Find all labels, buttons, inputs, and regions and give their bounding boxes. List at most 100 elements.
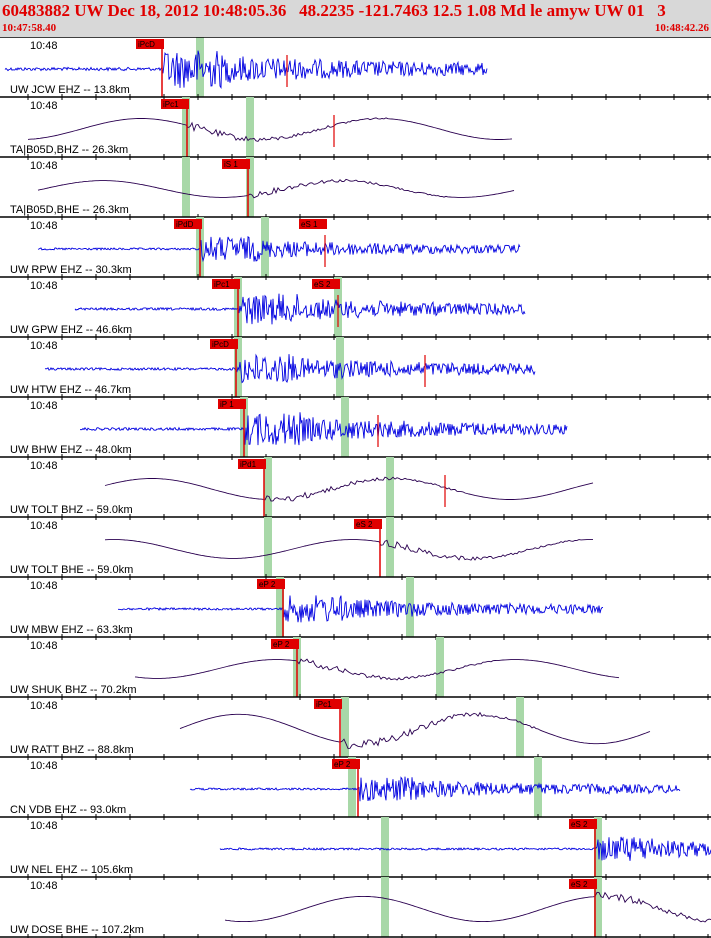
- pick-label: eS 2: [314, 280, 331, 289]
- row-time-label: 10:48: [30, 40, 58, 52]
- trace-row[interactable]: eS 2 10:48 UW DOSE BHE -- 107.2km: [0, 877, 711, 938]
- pick-flag[interactable]: [271, 639, 299, 649]
- pick-label: iPc1: [316, 700, 332, 709]
- station-label: UW TOLT BHE -- 59.0km: [10, 564, 133, 576]
- pick-flag[interactable]: [222, 159, 250, 169]
- station-label: UW MBW EHZ -- 63.3km: [10, 624, 133, 636]
- waveform-trace: [104, 476, 594, 502]
- trace-row[interactable]: iS 1 10:48 TA|B05D,BHE -- 26.3km: [0, 157, 711, 220]
- arrival-band: [264, 517, 272, 577]
- waveform-trace: [37, 178, 515, 199]
- arrival-band: [516, 697, 524, 757]
- arrival-band: [182, 97, 190, 157]
- waveform-trace: [219, 836, 711, 861]
- row-time-label: 10:48: [30, 580, 58, 592]
- pick-label: iPdD: [176, 220, 194, 229]
- pick-label: eS 1: [301, 220, 318, 229]
- waveform-trace: [37, 235, 521, 263]
- trace-row[interactable]: iPc1 10:48 UW RATT BHZ -- 88.8km: [0, 697, 711, 760]
- pick-label: iS 1: [224, 160, 238, 169]
- pick-flag[interactable]: [314, 699, 342, 709]
- pick-flag[interactable]: [332, 759, 360, 769]
- trace-row[interactable]: iPcD 10:48 UW JCW EHZ -- 13.8km: [0, 37, 711, 100]
- trace-row[interactable]: iPc1 eS 2 10:48 UW GPW EHZ -- 46.6km: [0, 277, 711, 340]
- waveform-trace: [134, 658, 620, 681]
- pick-label: eP 2: [259, 580, 276, 589]
- pick-flag[interactable]: [354, 519, 382, 529]
- station-label: UW SHUK BHZ -- 70.2km: [10, 684, 137, 696]
- station-label: UW HTW EHZ -- 46.7km: [10, 384, 131, 396]
- pick-flag[interactable]: [136, 39, 164, 49]
- row-time-label: 10:48: [30, 220, 58, 232]
- window-start-time: 10:47:58.40: [2, 22, 57, 34]
- pick-label: eP 2: [334, 760, 351, 769]
- pick-flag[interactable]: [569, 819, 597, 829]
- waveform-trace: [79, 412, 568, 446]
- pick-label: iPd1: [240, 460, 257, 469]
- waveform-trace: [27, 117, 513, 142]
- pick-flag[interactable]: [218, 399, 246, 409]
- arrival-band: [341, 697, 349, 757]
- pick-flag[interactable]: [299, 219, 327, 229]
- pick-label: iPc1: [214, 280, 230, 289]
- row-time-label: 10:48: [30, 460, 58, 472]
- arrival-band: [348, 757, 356, 817]
- station-label: UW BHW EHZ -- 48.0km: [10, 444, 132, 456]
- waveform-trace: [224, 891, 711, 923]
- trace-row[interactable]: iPdD eS 1 10:48 UW RPW EHZ -- 30.3km: [0, 217, 711, 280]
- waveform-trace: [74, 293, 526, 325]
- station-label: UW GPW EHZ -- 46.6km: [10, 324, 132, 336]
- pick-flag[interactable]: [174, 219, 202, 229]
- arrival-band: [182, 157, 190, 217]
- waveform-trace: [189, 776, 681, 802]
- row-time-label: 10:48: [30, 640, 58, 652]
- seismogram-canvas[interactable]: iPcD 10:48 UW JCW EHZ -- 13.8km iPc1 10:48 TA…: [0, 37, 711, 938]
- waveform-trace: [104, 539, 593, 561]
- trace-row[interactable]: eS 2 10:48 UW NEL EHZ -- 105.6km: [0, 817, 711, 880]
- event-title: 60483882 UW Dec 18, 2012 10:48:05.36 48.…: [2, 1, 666, 20]
- pick-label: iPcD: [138, 40, 155, 49]
- arrival-band: [381, 817, 389, 877]
- trace-row[interactable]: eP 2 10:48 CN VDB EHZ -- 93.0km: [0, 757, 711, 820]
- pick-flag[interactable]: [312, 279, 340, 289]
- arrival-band: [336, 337, 344, 397]
- waveform-trace: [44, 353, 536, 384]
- trace-row[interactable]: eP 2 10:48 UW MBW EHZ -- 63.3km: [0, 577, 711, 640]
- arrival-band: [436, 637, 444, 697]
- row-time-label: 10:48: [30, 880, 58, 892]
- station-label: TA|B05D,BHZ -- 26.3km: [10, 144, 128, 156]
- row-time-label: 10:48: [30, 160, 58, 172]
- trace-row[interactable]: iPcD 10:48 UW HTW EHZ -- 46.7km: [0, 337, 711, 400]
- trace-row[interactable]: eP 2 10:48 UW SHUK BHZ -- 70.2km: [0, 637, 711, 700]
- trace-row[interactable]: iPc1 10:48 TA|B05D,BHZ -- 26.3km: [0, 97, 711, 160]
- pick-flag[interactable]: [212, 279, 240, 289]
- trace-row[interactable]: eS 2 10:48 UW TOLT BHE -- 59.0km: [0, 517, 711, 580]
- pick-flag[interactable]: [238, 459, 266, 469]
- trace-row[interactable]: iP 1 10:48 UW BHW EHZ -- 48.0km: [0, 397, 711, 460]
- pick-flag[interactable]: [210, 339, 238, 349]
- arrival-band: [381, 877, 389, 937]
- station-label: UW DOSE BHE -- 107.2km: [10, 924, 144, 936]
- row-time-label: 10:48: [30, 760, 58, 772]
- station-label: UW RPW EHZ -- 30.3km: [10, 264, 132, 276]
- pick-label: eS 2: [356, 520, 373, 529]
- arrival-band: [386, 457, 394, 517]
- trace-row[interactable]: iPd1 10:48 UW TOLT BHZ -- 59.0km: [0, 457, 711, 520]
- pick-flag[interactable]: [569, 879, 597, 889]
- row-time-label: 10:48: [30, 340, 58, 352]
- arrival-band: [406, 577, 414, 637]
- station-label: UW TOLT BHZ -- 59.0km: [10, 504, 133, 516]
- pick-flag[interactable]: [257, 579, 285, 589]
- row-time-label: 10:48: [30, 280, 58, 292]
- pick-label: iPc1: [163, 100, 179, 109]
- row-time-label: 10:48: [30, 700, 58, 712]
- pick-flag[interactable]: [161, 99, 189, 109]
- event-header: 60483882 UW Dec 18, 2012 10:48:05.36 48.…: [0, 0, 711, 37]
- station-label: CN VDB EHZ -- 93.0km: [10, 804, 126, 816]
- station-label: UW JCW EHZ -- 13.8km: [10, 84, 130, 96]
- station-label: UW NEL EHZ -- 105.6km: [10, 864, 133, 876]
- arrival-band: [264, 457, 272, 517]
- seismogram-panel[interactable]: iPcD 10:48 UW JCW EHZ -- 13.8km iPc1 10:48 TA…: [0, 37, 711, 938]
- window-end-time: 10:48:42.26: [654, 22, 709, 34]
- arrival-band: [594, 877, 602, 937]
